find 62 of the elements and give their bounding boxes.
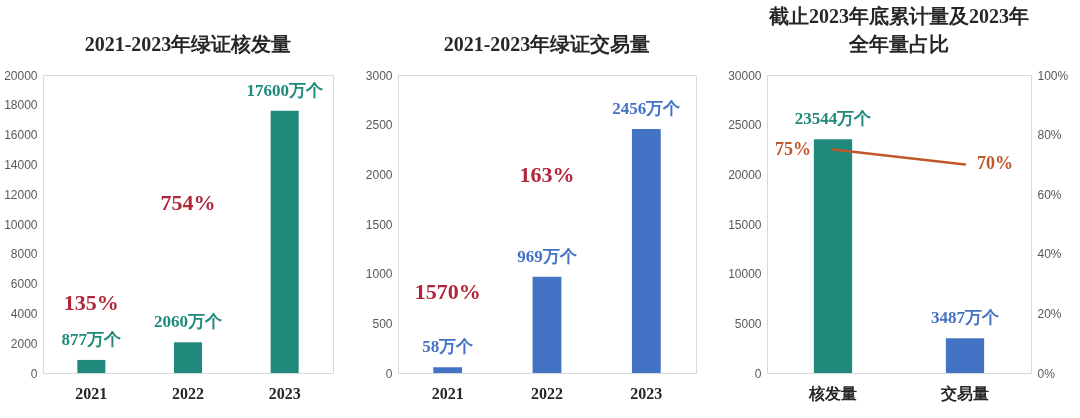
x-tick-label: 交易量 (940, 383, 989, 402)
y-tick-label: 12000 (4, 187, 38, 202)
y-tick-label: 16000 (4, 128, 38, 143)
chart-title: 2021-2023年绿证核发量 (84, 33, 292, 55)
y-tick-label: 10000 (4, 217, 38, 232)
y-tick-label: 2500 (365, 118, 393, 133)
y-tick-label: 4000 (10, 306, 38, 321)
bar (173, 342, 203, 373)
data-label: 17600万个 (246, 80, 324, 100)
data-label: 2456万个 (612, 99, 682, 119)
y2-tick-label: 20% (1037, 306, 1062, 321)
bar (77, 359, 106, 373)
y-tick-label: 3000 (365, 68, 393, 83)
bar (433, 367, 463, 373)
data-label: 3487万个 (931, 308, 1000, 328)
data-label: 2060万个 (154, 312, 223, 332)
x-tick-label: 2021 (75, 384, 108, 402)
y-tick-label: 15000 (728, 217, 762, 232)
y-tick-label: 0 (30, 366, 38, 381)
data-label: 877万个 (61, 329, 123, 349)
annotation: 135% (63, 289, 119, 315)
y-tick-label: 5000 (734, 316, 762, 331)
data-label: 58万个 (422, 337, 475, 357)
y-tick-label: 1000 (365, 267, 393, 282)
data-label: 969万个 (517, 246, 578, 266)
x-tick-label: 2021 (431, 384, 464, 402)
y-tick-label: 10000 (728, 267, 762, 282)
y-tick-label: 30000 (728, 68, 762, 83)
data-label: 23544万个 (794, 109, 873, 129)
x-tick-label: 2022 (531, 384, 563, 402)
bar (631, 129, 661, 373)
y-tick-label: 8000 (10, 247, 38, 262)
y2-tick-label: 0% (1037, 366, 1056, 381)
chart-title: 截止2023年底累计量及2023年全年量占比 (768, 5, 1029, 55)
x-tick-label: 2023 (268, 384, 301, 402)
bar (270, 110, 299, 373)
y2-tick-label: 60% (1037, 187, 1062, 202)
y-tick-label: 20000 (4, 68, 38, 83)
y-tick-label: 1500 (365, 217, 393, 232)
y-tick-label: 20000 (728, 167, 762, 182)
bar (532, 276, 562, 373)
annotation: 1570% (414, 278, 481, 304)
annotation: 163% (519, 162, 575, 188)
x-tick-label: 核发量 (808, 384, 857, 402)
annotation: 754% (160, 190, 216, 216)
y-tick-label: 25000 (728, 118, 762, 133)
x-tick-label: 2023 (630, 384, 663, 402)
y2-tick-label: 40% (1037, 247, 1062, 262)
y-tick-label: 2000 (365, 167, 393, 182)
chart-title: 2021-2023年绿证交易量 (443, 33, 651, 55)
data-label: 70% (977, 153, 1013, 174)
y-tick-label: 0 (385, 366, 393, 381)
x-tick-label: 2022 (172, 384, 204, 402)
data-label: 75% (775, 138, 811, 159)
y-tick-label: 500 (372, 316, 393, 331)
y-tick-label: 6000 (10, 277, 38, 292)
y2-tick-label: 100% (1037, 68, 1069, 83)
y-tick-label: 0 (754, 366, 762, 381)
y-tick-label: 18000 (4, 98, 38, 113)
y-tick-label: 14000 (4, 157, 38, 172)
y2-tick-label: 80% (1037, 128, 1062, 143)
y-tick-label: 2000 (10, 336, 38, 351)
